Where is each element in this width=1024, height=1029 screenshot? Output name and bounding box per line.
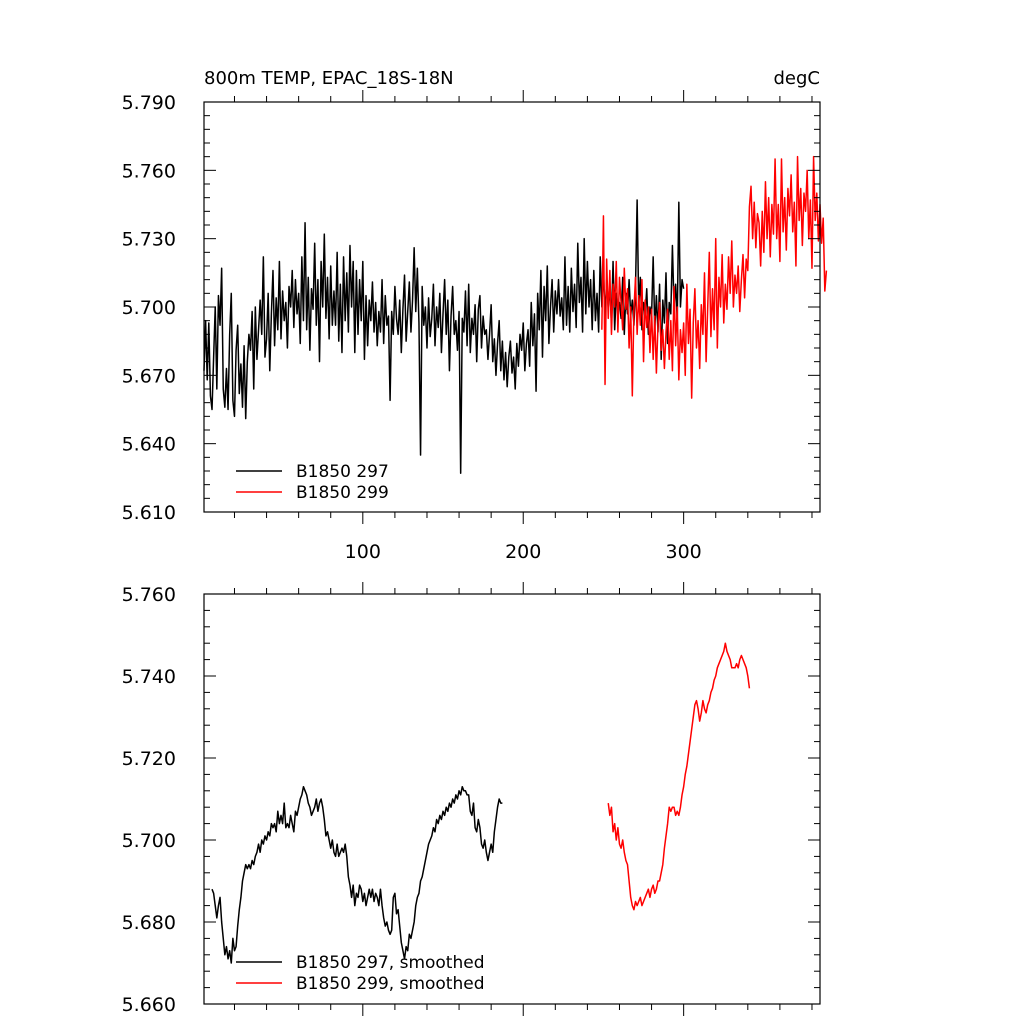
bottom-legend-label-2: B1850 299, smoothed <box>296 974 485 994</box>
p1-ytick-label: 5.700 <box>122 297 176 319</box>
bottom-chart-series <box>211 642 751 964</box>
top-chart-axes: 5.610 5.640 5.670 5.700 5.730 5.760 5.790 100 20… <box>122 90 821 563</box>
p2-plot-frame <box>203 593 821 1005</box>
p2-ytick-label: 5.740 <box>122 666 176 688</box>
p1-series-line-2 <box>601 155 828 399</box>
p2-ytick-label: 5.760 <box>122 584 176 606</box>
p1-xtick-label: 100 <box>345 541 381 563</box>
top-legend-label-2: B1850 299 <box>296 483 389 503</box>
p2-series-line-2 <box>607 642 751 911</box>
top-chart: 800m TEMP, EPAC_18S-18N degC 5.6105.6405… <box>122 68 828 563</box>
p2-ytick-label: 5.720 <box>122 748 176 770</box>
p1-series-line-1 <box>203 199 685 475</box>
bottom-chart: 5.660 5.680 5.700 5.720 5.740 5.760 B1850 297… <box>122 582 821 1016</box>
p1-ytick-label: 5.670 <box>122 365 176 387</box>
p2-series-line-1 <box>211 785 503 964</box>
p2-ytick-label: 5.700 <box>122 830 176 852</box>
top-legend-label-1: B1850 297 <box>296 462 389 482</box>
top-chart-title: 800m TEMP, EPAC_18S-18N <box>204 68 454 89</box>
p1-xtick-label: 300 <box>666 541 702 563</box>
p2-ytick-label: 5.680 <box>122 912 176 934</box>
p1-ytick-label: 5.760 <box>122 160 176 182</box>
bottom-chart-axes: 5.660 5.680 5.700 5.720 5.740 5.760 <box>122 582 821 1016</box>
p1-ytick-label: 5.790 <box>122 92 176 114</box>
top-chart-units: degC <box>774 68 821 89</box>
p2-ytick-label: 5.660 <box>122 994 176 1016</box>
bottom-legend-label-1: B1850 297, smoothed <box>296 953 485 973</box>
p1-xtick-label: 200 <box>505 541 541 563</box>
top-chart-legend: B1850 297 B1850 299 <box>236 462 389 503</box>
p1-ytick-label: 5.640 <box>122 434 176 456</box>
bottom-chart-legend: B1850 297, smoothed B1850 299, smoothed <box>236 953 485 994</box>
p1-ytick-label: 5.610 <box>122 502 176 524</box>
p1-ytick-label: 5.730 <box>122 229 176 251</box>
top-chart-series <box>203 155 828 475</box>
